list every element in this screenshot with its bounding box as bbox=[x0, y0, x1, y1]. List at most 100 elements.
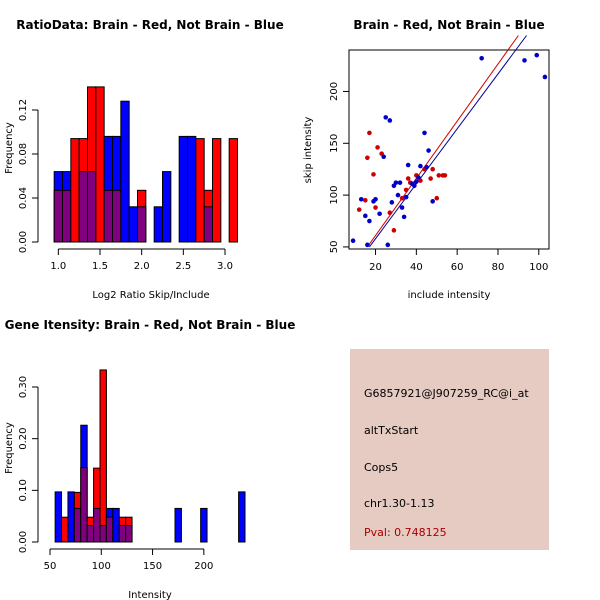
x-tick-label: 1.5 bbox=[92, 261, 108, 272]
p-value: Pval: 0.748125 bbox=[364, 526, 447, 539]
point-brain bbox=[399, 195, 405, 201]
point-not-brain bbox=[367, 218, 372, 224]
point-brain bbox=[405, 176, 411, 181]
point-brain bbox=[434, 195, 440, 201]
point-not-brain bbox=[399, 205, 405, 210]
point-not-brain bbox=[383, 115, 389, 120]
x-tick-label: 200 bbox=[194, 561, 213, 572]
x-tick-label: 50 bbox=[44, 561, 57, 572]
point-not-brain bbox=[385, 242, 391, 248]
y-tick-label: 0.04 bbox=[18, 187, 29, 209]
bar-brain bbox=[212, 138, 222, 243]
bar-overlap bbox=[80, 467, 88, 543]
point-not-brain bbox=[381, 154, 386, 160]
chromosome-location: chr1.30-1.13 bbox=[364, 497, 435, 510]
bar-not-brain bbox=[187, 135, 197, 243]
bar-overlap bbox=[112, 189, 122, 243]
point-not-brain bbox=[363, 213, 368, 219]
point-not-brain bbox=[401, 214, 407, 220]
point-brain bbox=[373, 205, 378, 210]
x-tick-label: 80 bbox=[492, 262, 505, 273]
point-not-brain bbox=[422, 130, 427, 136]
y-tick-label: 0.08 bbox=[18, 143, 29, 165]
bar-overlap bbox=[103, 189, 113, 243]
x-tick-label: 100 bbox=[92, 561, 111, 572]
bar-not-brain bbox=[238, 491, 246, 543]
x-tick-label: 60 bbox=[451, 262, 464, 273]
bar-not-brain bbox=[162, 171, 172, 243]
point-not-brain bbox=[412, 183, 417, 189]
bar-brain bbox=[195, 138, 205, 243]
bar-not-brain bbox=[112, 507, 120, 543]
gene-ylabel: Frequency bbox=[4, 422, 15, 474]
bar-overlap bbox=[99, 524, 107, 543]
bar-not-brain bbox=[120, 100, 130, 243]
bar-overlap bbox=[125, 524, 133, 543]
fit-line-brain bbox=[366, 35, 519, 248]
point-brain bbox=[430, 166, 435, 172]
x-tick-label: 100 bbox=[529, 262, 548, 273]
point-not-brain bbox=[365, 242, 370, 248]
ratio-ylabel: Frequency bbox=[4, 122, 15, 174]
x-tick-label: 2.5 bbox=[175, 261, 191, 272]
gene-name: Cops5 bbox=[364, 461, 399, 474]
x-tick-label: 150 bbox=[143, 561, 162, 572]
point-not-brain bbox=[424, 164, 429, 170]
bar-overlap bbox=[137, 206, 147, 243]
point-not-brain bbox=[414, 179, 419, 184]
point-brain bbox=[387, 210, 393, 216]
gene-intensity-histogram: Gene Itensity: Brain - Red, Not Brain - … bbox=[4, 318, 295, 600]
y-tick-label: 0.00 bbox=[18, 531, 29, 553]
point-not-brain bbox=[387, 118, 393, 123]
point-not-brain bbox=[377, 211, 382, 217]
bar-not-brain bbox=[174, 507, 182, 543]
event-type: altTxStart bbox=[364, 424, 419, 437]
bar-overlap bbox=[105, 516, 114, 543]
scatter-box bbox=[348, 49, 550, 250]
scatter-title: Brain - Red, Not Brain - Blue bbox=[353, 18, 544, 32]
bar-brain bbox=[99, 369, 107, 543]
probe-id: G6857921@J907259_RC@i_at bbox=[364, 387, 529, 400]
gene-title: Gene Itensity: Brain - Red, Not Brain - … bbox=[5, 318, 296, 332]
bar-overlap bbox=[93, 507, 101, 543]
info-panel: G6857921@J907259_RC@i_at altTxStart Cops… bbox=[350, 349, 549, 550]
point-not-brain bbox=[403, 194, 409, 200]
point-not-brain bbox=[479, 55, 484, 61]
y-tick-label: 0.10 bbox=[18, 479, 29, 501]
x-tick-label: 40 bbox=[410, 262, 423, 273]
ratio-xlabel: Log2 Ratio Skip/Include bbox=[92, 290, 209, 301]
bar-not-brain bbox=[178, 135, 189, 243]
gene-xlabel: Intensity bbox=[128, 590, 172, 600]
y-tick-label: 0.30 bbox=[18, 376, 29, 398]
bar-overlap bbox=[87, 171, 97, 243]
point-brain bbox=[436, 173, 442, 178]
point-brain bbox=[367, 130, 372, 136]
point-not-brain bbox=[395, 192, 401, 198]
point-brain bbox=[375, 145, 380, 150]
point-not-brain bbox=[542, 74, 548, 80]
bar-brain bbox=[228, 138, 239, 243]
x-tick-label: 1.0 bbox=[50, 261, 66, 272]
bar-overlap bbox=[118, 524, 127, 543]
point-not-brain bbox=[416, 175, 421, 180]
bar-overlap bbox=[62, 189, 72, 243]
point-not-brain bbox=[418, 163, 423, 169]
point-not-brain bbox=[350, 238, 356, 244]
bar-overlap bbox=[203, 206, 214, 243]
point-brain bbox=[428, 176, 433, 181]
x-tick-label: 3.0 bbox=[217, 261, 233, 272]
point-not-brain bbox=[358, 196, 364, 202]
point-not-brain bbox=[373, 196, 378, 202]
y-tick-label: 0.00 bbox=[18, 231, 29, 253]
y-tick-label: 100 bbox=[329, 186, 340, 205]
y-tick-label: 150 bbox=[329, 134, 340, 153]
point-not-brain bbox=[534, 52, 540, 58]
fit-line-not-brain bbox=[369, 35, 527, 248]
point-brain bbox=[356, 207, 362, 212]
point-not-brain bbox=[393, 180, 399, 185]
point-brain bbox=[391, 228, 397, 233]
intensity-scatter: Brain - Red, Not Brain - Blue 20 40 60 80 10… bbox=[303, 18, 550, 301]
point-not-brain bbox=[426, 148, 431, 153]
bar-overlap bbox=[78, 171, 88, 243]
point-not-brain bbox=[397, 180, 403, 185]
